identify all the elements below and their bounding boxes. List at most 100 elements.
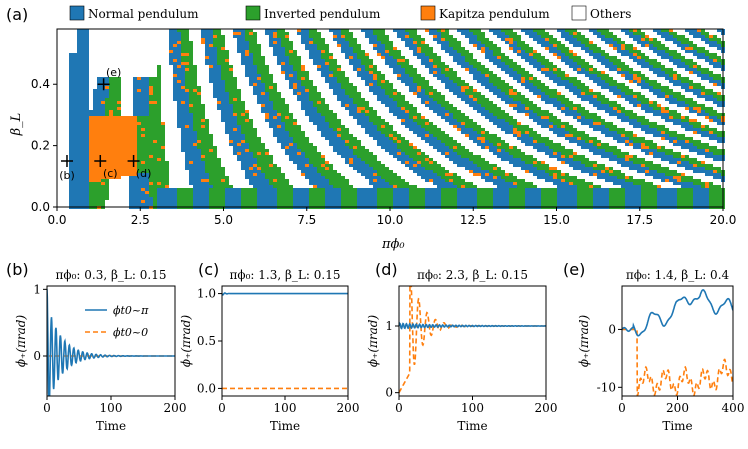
heat-cell bbox=[369, 65, 373, 68]
heat-cell bbox=[453, 197, 457, 200]
heat-cell bbox=[317, 59, 321, 62]
heat-cell bbox=[209, 146, 213, 149]
heat-cell bbox=[261, 104, 265, 107]
heat-cell bbox=[461, 50, 465, 53]
heat-cell bbox=[269, 83, 273, 86]
heat-cell bbox=[461, 200, 465, 203]
heat-cell bbox=[305, 149, 309, 152]
heat-cell bbox=[521, 53, 525, 56]
heat-cell bbox=[453, 146, 457, 149]
heat-cell bbox=[417, 113, 421, 116]
heat-cell bbox=[297, 65, 301, 68]
heat-cell bbox=[249, 146, 253, 149]
heat-cell bbox=[93, 170, 97, 173]
heat-cell bbox=[469, 104, 473, 107]
heat-cell bbox=[81, 185, 85, 188]
heat-cell bbox=[481, 164, 485, 167]
heat-cell bbox=[281, 134, 285, 137]
heat-cell bbox=[481, 101, 485, 104]
heat-cell bbox=[93, 158, 97, 161]
heat-cell bbox=[421, 167, 425, 170]
heat-cell bbox=[465, 182, 469, 185]
heat-cell bbox=[333, 203, 337, 206]
heat-cell bbox=[157, 161, 161, 164]
heat-cell bbox=[513, 95, 517, 98]
heat-cell bbox=[285, 128, 289, 131]
heat-cell bbox=[421, 200, 425, 203]
heat-cell bbox=[513, 149, 517, 152]
heat-cell bbox=[85, 179, 89, 182]
heat-cell bbox=[365, 107, 369, 110]
heat-cell bbox=[533, 161, 537, 164]
heat-cell bbox=[209, 176, 213, 179]
heat-cell bbox=[325, 188, 329, 191]
heat-cell bbox=[473, 167, 477, 170]
heat-cell bbox=[69, 140, 73, 143]
heat-cell bbox=[313, 173, 317, 176]
heat-cell bbox=[309, 110, 313, 113]
heat-cell bbox=[477, 98, 481, 101]
heat-cell bbox=[349, 143, 353, 146]
heat-cell bbox=[313, 101, 317, 104]
heat-cell bbox=[417, 191, 421, 194]
heat-cell bbox=[409, 44, 413, 47]
heat-cell bbox=[433, 131, 437, 134]
heat-cell bbox=[265, 74, 269, 77]
heat-cell bbox=[261, 185, 265, 188]
heat-cell bbox=[525, 170, 529, 173]
heat-cell bbox=[517, 74, 521, 77]
heat-cell bbox=[293, 59, 297, 62]
heat-cell bbox=[541, 119, 545, 122]
heat-cell bbox=[261, 155, 265, 158]
heat-cell bbox=[285, 110, 289, 113]
heat-cell bbox=[277, 107, 281, 110]
heat-cell bbox=[341, 74, 345, 77]
heat-cell bbox=[357, 143, 361, 146]
heat-cell bbox=[533, 65, 537, 68]
heat-cell bbox=[89, 188, 93, 191]
heat-cell bbox=[377, 188, 381, 191]
heat-cell bbox=[113, 89, 117, 92]
heat-cell bbox=[101, 116, 105, 119]
heat-cell bbox=[213, 188, 217, 191]
heat-cell bbox=[289, 203, 293, 206]
heat-cell bbox=[69, 86, 73, 89]
heat-cell bbox=[81, 83, 85, 86]
heat-cell bbox=[421, 197, 425, 200]
heat-cell bbox=[157, 140, 161, 143]
heat-cell bbox=[417, 56, 421, 59]
heat-cell bbox=[437, 182, 441, 185]
heat-cell bbox=[485, 41, 489, 44]
heat-cell bbox=[501, 83, 505, 86]
heat-cell bbox=[89, 134, 93, 137]
heat-cell bbox=[509, 116, 513, 119]
heat-cell bbox=[313, 167, 317, 170]
heat-cell bbox=[341, 50, 345, 53]
heat-cell bbox=[381, 179, 385, 182]
heat-cell bbox=[337, 65, 341, 68]
heat-cell bbox=[137, 119, 141, 122]
heat-cell bbox=[349, 155, 353, 158]
heat-cell bbox=[305, 98, 309, 101]
heat-cell bbox=[337, 74, 341, 77]
heat-cell bbox=[485, 47, 489, 50]
heat-cell bbox=[89, 173, 93, 176]
heat-cell bbox=[253, 62, 257, 65]
heat-cell bbox=[261, 95, 265, 98]
heat-cell bbox=[457, 86, 461, 89]
heat-cell bbox=[405, 152, 409, 155]
heat-cell bbox=[249, 71, 253, 74]
heat-cell bbox=[373, 176, 377, 179]
heat-cell bbox=[205, 155, 209, 158]
heat-cell bbox=[189, 128, 193, 131]
heat-cell bbox=[137, 122, 141, 125]
heat-cell bbox=[177, 194, 181, 197]
heat-cell bbox=[277, 131, 281, 134]
heat-cell bbox=[309, 179, 313, 182]
heat-cell bbox=[541, 110, 545, 113]
heat-cell bbox=[425, 53, 429, 56]
heat-cell bbox=[133, 146, 137, 149]
heat-cell bbox=[377, 47, 381, 50]
heat-cell bbox=[381, 143, 385, 146]
heat-cell bbox=[389, 200, 393, 203]
